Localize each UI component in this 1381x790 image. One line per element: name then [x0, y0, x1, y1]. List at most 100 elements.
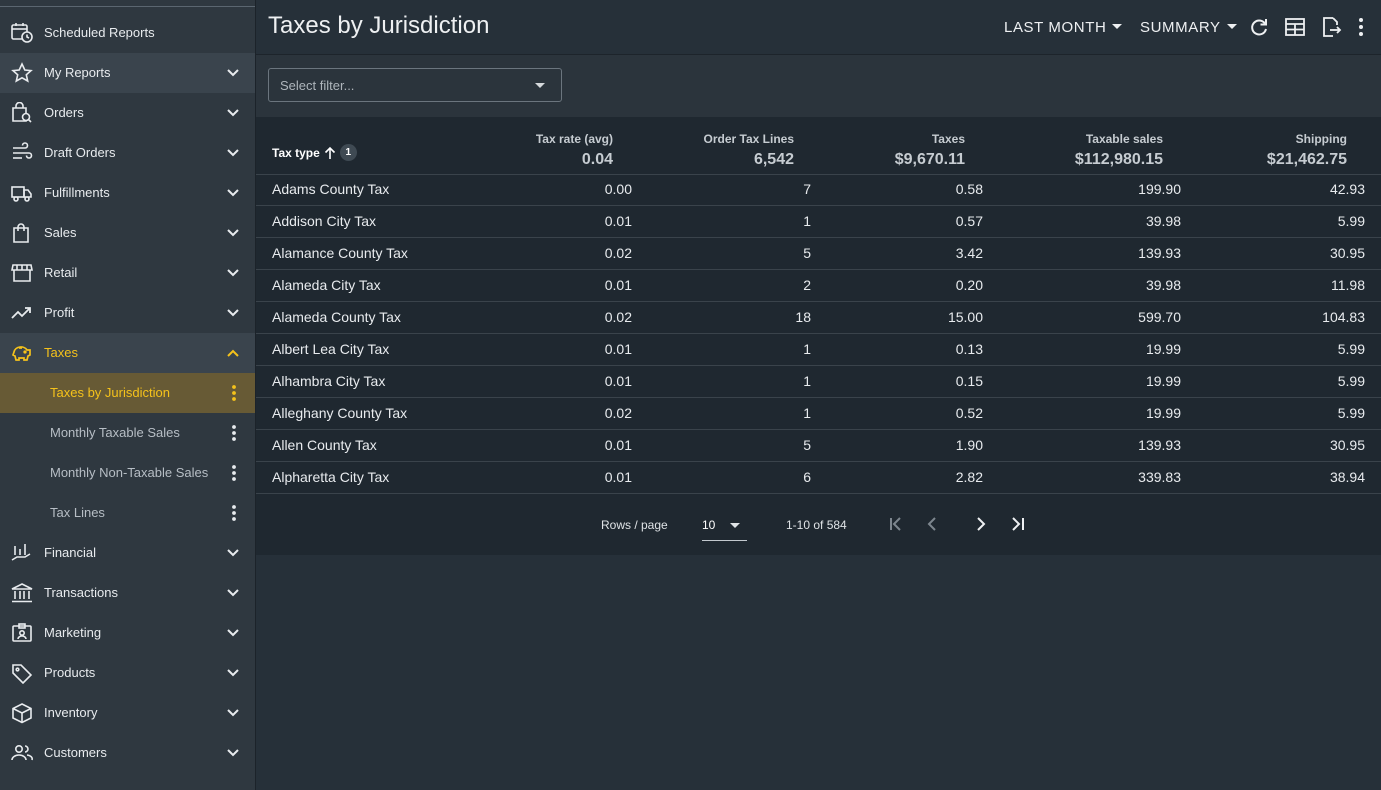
sidebar-item-taxes[interactable]: Taxes	[0, 333, 255, 373]
sidebar-item-label: Fulfillments	[44, 185, 110, 200]
sidebar-item-transactions[interactable]: Transactions	[0, 573, 255, 613]
cell-tax-rate: 0.01	[604, 341, 632, 357]
table-row[interactable]: Alhambra City Tax 0.01 1 0.15 19.99 5.99	[256, 366, 1381, 398]
more-vertical-icon[interactable]	[1350, 16, 1372, 38]
piggy-bank-icon	[10, 342, 34, 364]
table-row[interactable]: Alameda City Tax 0.01 2 0.20 39.98 11.98	[256, 270, 1381, 302]
cell-shipping: 5.99	[1337, 341, 1365, 357]
cell-tax-type: Albert Lea City Tax	[272, 341, 390, 357]
sidebar-subitem-monthly-taxable-sales[interactable]: Monthly Taxable Sales	[0, 413, 255, 453]
more-vertical-icon[interactable]	[226, 383, 242, 403]
cell-tax-rate: 0.01	[604, 437, 632, 453]
refresh-icon[interactable]	[1248, 16, 1270, 38]
column-header-label: Taxable sales	[1085, 132, 1163, 146]
shopping-bag-icon	[10, 222, 34, 244]
rows-per-page-label: Rows / page	[601, 518, 668, 532]
chevron-down-icon	[224, 105, 242, 121]
caret-down-icon	[1226, 23, 1237, 29]
sidebar-subitem-taxes-by-jurisdiction[interactable]: Taxes by Jurisdiction	[0, 373, 255, 413]
sidebar-subitem-label: Tax Lines	[50, 505, 105, 520]
column-header-tax-rate[interactable]: Tax rate (avg) 0.04	[536, 132, 613, 169]
chevron-down-icon	[224, 705, 242, 721]
cell-shipping: 11.98	[1331, 277, 1365, 293]
sidebar-item-sales[interactable]: Sales	[0, 213, 255, 253]
cell-shipping: 38.94	[1329, 469, 1365, 485]
column-header-order-tax-lines[interactable]: Order Tax Lines 6,542	[704, 132, 794, 169]
cell-tax-type: Alpharetta City Tax	[272, 469, 390, 485]
column-header-taxable-sales[interactable]: Taxable sales $112,980.15	[1075, 132, 1163, 169]
cell-tax-rate: 0.02	[604, 245, 632, 261]
more-vertical-icon[interactable]	[226, 503, 242, 523]
sidebar-item-customers[interactable]: Customers	[0, 733, 255, 773]
sidebar-item-label: Products	[44, 665, 96, 680]
rows-per-page-select[interactable]: 10	[702, 510, 747, 541]
export-icon[interactable]	[1320, 16, 1342, 38]
column-summary: $21,462.75	[1266, 151, 1347, 168]
column-header-label: Taxes	[931, 132, 965, 146]
cell-shipping: 5.99	[1337, 405, 1365, 421]
page-header: Taxes by Jurisdiction LAST MONTH SUMMARY	[256, 0, 1381, 55]
previous-page-icon[interactable]	[921, 513, 943, 535]
column-header-shipping[interactable]: Shipping $21,462.75	[1267, 132, 1347, 169]
table-row[interactable]: Addison City Tax 0.01 1 0.57 39.98 5.99	[256, 206, 1381, 238]
cell-tax-rate: 0.02	[604, 309, 632, 325]
table-row[interactable]: Adams County Tax 0.00 7 0.58 199.90 42.93	[256, 174, 1381, 206]
table-view-icon[interactable]	[1284, 16, 1306, 38]
last-page-icon[interactable]	[1007, 513, 1029, 535]
column-header-tax-type[interactable]: Tax type 1	[272, 144, 357, 161]
table-row[interactable]: Alpharetta City Tax 0.01 6 2.82 339.83 38.94	[256, 462, 1381, 494]
table-row[interactable]: Allen County Tax 0.01 5 1.90 139.93 30.95	[256, 430, 1381, 462]
cell-taxable-sales: 39.98	[1145, 277, 1181, 293]
cell-tax-rate: 0.00	[604, 181, 632, 197]
chevron-down-icon	[224, 225, 242, 241]
sidebar-subitem-tax-lines[interactable]: Tax Lines	[0, 493, 255, 533]
sidebar-item-marketing[interactable]: Marketing	[0, 613, 255, 653]
table-row[interactable]: Alamance County Tax 0.02 5 3.42 139.93 30.95	[256, 238, 1381, 270]
filter-placeholder: Select filter...	[280, 78, 355, 93]
badge-card-icon	[10, 622, 34, 644]
sidebar-item-orders[interactable]: Orders	[0, 93, 255, 133]
cell-shipping: 5.99	[1337, 213, 1365, 229]
chevron-down-icon	[224, 145, 242, 161]
cell-order-tax-lines: 18	[795, 309, 811, 325]
sidebar-item-scheduled-reports[interactable]: Scheduled Reports	[0, 13, 255, 53]
cell-order-tax-lines: 1	[803, 373, 811, 389]
column-header-taxes[interactable]: Taxes $9,670.11	[895, 132, 965, 169]
sidebar-subitem-label: Monthly Taxable Sales	[50, 425, 180, 440]
table-row[interactable]: Alleghany County Tax 0.02 1 0.52 19.99 5.99	[256, 398, 1381, 430]
sidebar-item-inventory[interactable]: Inventory	[0, 693, 255, 733]
sidebar-subitem-monthly-non-taxable-sales[interactable]: Monthly Non-Taxable Sales	[0, 453, 255, 493]
table-row[interactable]: Albert Lea City Tax 0.01 1 0.13 19.99 5.99	[256, 334, 1381, 366]
cell-taxable-sales: 19.99	[1145, 405, 1181, 421]
sidebar-item-draft-orders[interactable]: Draft Orders	[0, 133, 255, 173]
column-summary: $9,670.11	[894, 151, 965, 168]
chevron-up-icon	[224, 345, 242, 361]
next-page-icon[interactable]	[970, 513, 992, 535]
more-vertical-icon[interactable]	[226, 463, 242, 483]
column-header-label: Order Tax Lines	[703, 132, 794, 146]
cell-tax-type: Alleghany County Tax	[272, 405, 408, 421]
sidebar-item-label: Scheduled Reports	[44, 25, 155, 40]
sidebar-item-fulfillments[interactable]: Fulfillments	[0, 173, 255, 213]
chart-hand-icon	[10, 542, 34, 564]
more-vertical-icon[interactable]	[226, 423, 242, 443]
sidebar-item-my-reports[interactable]: My Reports	[0, 53, 255, 93]
table-row[interactable]: Alameda County Tax 0.02 18 15.00 599.70 104.8…	[256, 302, 1381, 334]
sidebar-item-profit[interactable]: Profit	[0, 293, 255, 333]
period-dropdown[interactable]: LAST MONTH	[1004, 19, 1123, 36]
sidebar-item-financial[interactable]: Financial	[0, 533, 255, 573]
chevron-down-icon	[224, 665, 242, 681]
cell-taxes: 0.13	[955, 341, 983, 357]
cell-tax-rate: 0.02	[604, 405, 632, 421]
cell-shipping: 104.83	[1322, 309, 1365, 325]
view-dropdown[interactable]: SUMMARY	[1140, 19, 1237, 36]
page-title: Taxes by Jurisdiction	[268, 12, 490, 39]
sidebar-item-retail[interactable]: Retail	[0, 253, 255, 293]
cell-order-tax-lines: 5	[803, 437, 811, 453]
wind-lines-icon	[10, 142, 34, 164]
sidebar-item-products[interactable]: Products	[0, 653, 255, 693]
chevron-down-icon	[224, 185, 242, 201]
page-range: 1-10 of 584	[786, 518, 847, 532]
first-page-icon[interactable]	[885, 513, 907, 535]
filter-select[interactable]: Select filter...	[268, 68, 562, 102]
